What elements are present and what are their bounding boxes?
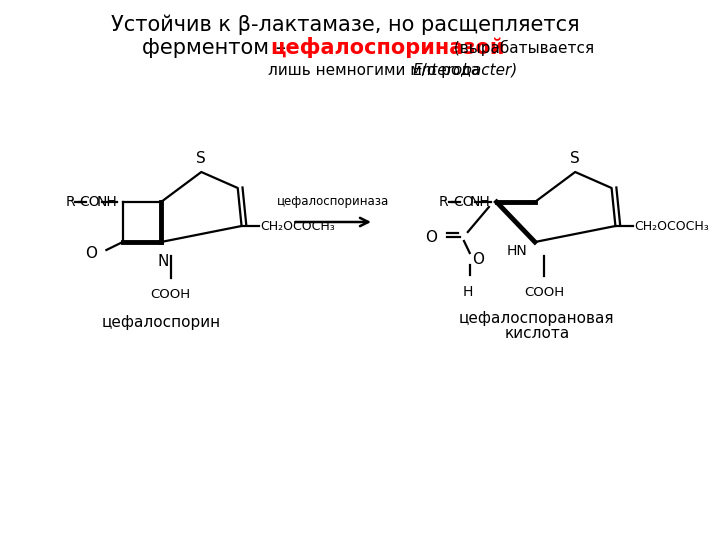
Text: O: O bbox=[472, 252, 484, 267]
Text: цефалоспорановая: цефалоспорановая bbox=[459, 310, 615, 326]
Text: CH₂OCOCH₃: CH₂OCOCH₃ bbox=[261, 219, 336, 233]
Text: кислота: кислота bbox=[504, 327, 570, 341]
Text: цефалоспорин: цефалоспорин bbox=[102, 314, 220, 329]
Text: HN: HN bbox=[506, 244, 527, 258]
Text: R: R bbox=[439, 195, 449, 209]
Text: R: R bbox=[65, 195, 75, 209]
Text: цефалоспориназа: цефалоспориназа bbox=[277, 195, 390, 208]
Text: COOH: COOH bbox=[150, 288, 191, 301]
Text: S: S bbox=[197, 151, 206, 166]
Text: COOH: COOH bbox=[524, 286, 564, 299]
Text: H: H bbox=[463, 285, 473, 299]
Text: NH: NH bbox=[470, 195, 491, 209]
Text: N: N bbox=[157, 254, 168, 269]
Text: S: S bbox=[570, 151, 580, 166]
Text: Устойчив к β-лактамазе, но расщепляется: Устойчив к β-лактамазе, но расщепляется bbox=[111, 15, 580, 35]
Text: ферментом –: ферментом – bbox=[142, 38, 292, 58]
Text: цефалоспориназой: цефалоспориназой bbox=[270, 37, 505, 58]
Text: лишь немногими м/о рода: лишь немногими м/о рода bbox=[269, 63, 485, 78]
Text: CH₂OCOCH₃: CH₂OCOCH₃ bbox=[634, 219, 709, 233]
Text: (вырабатывается: (вырабатывается bbox=[449, 40, 594, 56]
Text: NH: NH bbox=[96, 195, 117, 209]
Text: O: O bbox=[85, 246, 96, 261]
Text: CO: CO bbox=[79, 195, 99, 209]
Text: Enterobacter): Enterobacter) bbox=[413, 63, 518, 78]
Text: CO: CO bbox=[453, 195, 474, 209]
Text: O: O bbox=[425, 230, 437, 245]
